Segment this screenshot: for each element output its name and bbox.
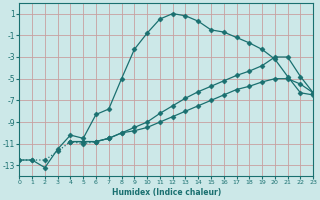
X-axis label: Humidex (Indice chaleur): Humidex (Indice chaleur) bbox=[112, 188, 221, 197]
